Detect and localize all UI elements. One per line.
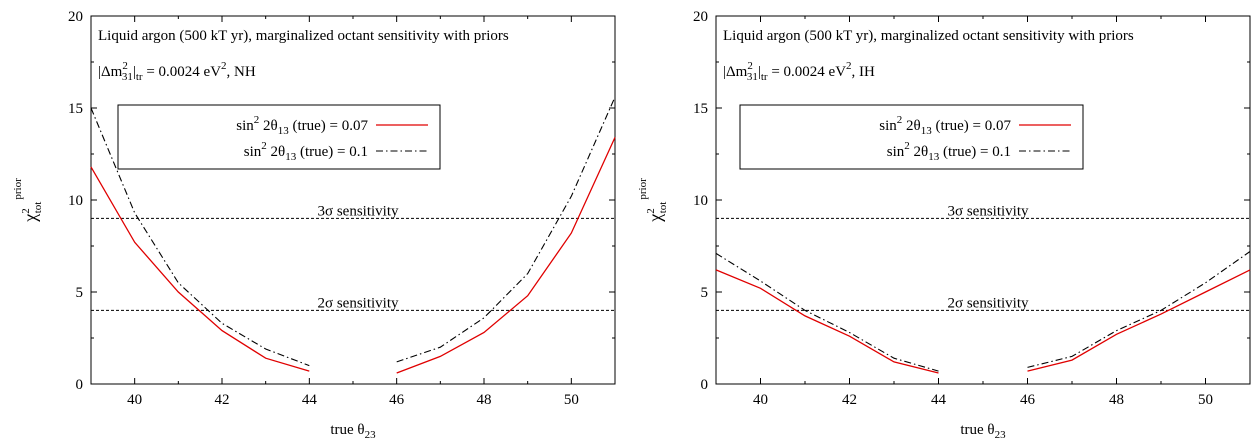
x-axis-label: true θ23 [960, 422, 1006, 441]
x-tick-label: 40 [753, 392, 768, 408]
y-tick-label: 5 [76, 285, 84, 301]
x-tick-label: 42 [215, 392, 230, 408]
x-tick-label: 46 [389, 392, 405, 408]
x-tick-label: 50 [564, 392, 579, 408]
x-axis-label: true θ23 [330, 422, 376, 441]
x-tick-label: 42 [842, 392, 857, 408]
series-line-1-segment-2 [396, 137, 616, 374]
series-line-2-segment-2 [1027, 251, 1251, 368]
chart-panel-right: 40 42 44 46 48 50 0 5 10 15 20 true θ23 χ2totprior Li… [637, 9, 1251, 441]
series-line-1-segment-1 [90, 166, 310, 372]
chart-panel-left: 40 42 44 46 48 50 0 5 10 15 20 true θ23 χ2totprior Li… [12, 9, 616, 441]
y-tick-label: 20 [68, 9, 83, 25]
y-tick-label: 10 [693, 193, 708, 209]
series-line-2-segment-1 [715, 252, 939, 372]
legend-label: sin2 2θ13 (true) = 0.1 [244, 140, 368, 163]
x-tick-label: 44 [302, 392, 318, 408]
legend-box [739, 104, 1084, 170]
legend-label: sin2 2θ13 (true) = 0.1 [887, 140, 1011, 163]
series-line-1-segment-2 [1027, 269, 1251, 372]
threshold-label: 2σ sensitivity [947, 295, 1029, 311]
y-tick-label: 15 [68, 101, 83, 117]
y-axis-label: χ2totprior [637, 178, 669, 223]
x-tick-label: 40 [127, 392, 142, 408]
legend-label: sin2 2θ13 (true) = 0.07 [879, 114, 1011, 137]
x-tick-label: 46 [1020, 392, 1036, 408]
legend-box [117, 104, 441, 170]
threshold-label: 3σ sensitivity [317, 203, 399, 219]
y-tick-label: 0 [76, 377, 84, 393]
legend: sin2 2θ13 (true) = 0.07 sin2 2θ13 (true) … [739, 104, 1084, 170]
series-line-2-segment-2 [396, 96, 616, 363]
y-tick-label: 15 [693, 101, 708, 117]
legend-label: sin2 2θ13 (true) = 0.07 [236, 114, 368, 137]
threshold-label: 2σ sensitivity [317, 295, 399, 311]
y-tick-label: 0 [701, 377, 709, 393]
annotation-main: Liquid argon (500 kT yr), marginalized o… [723, 28, 1134, 44]
y-axis-label: χ2totprior [12, 178, 44, 223]
y-tick-label: 5 [701, 285, 709, 301]
annotation-param: |Δm2 31|tr = 0.0024 eV2, NH [98, 60, 256, 83]
series-line-1-segment-1 [715, 269, 939, 374]
x-tick-label: 44 [931, 392, 947, 408]
y-tick-label: 20 [693, 9, 708, 25]
legend: sin2 2θ13 (true) = 0.07 sin2 2θ13 (true) … [117, 104, 441, 170]
threshold-label: 3σ sensitivity [947, 203, 1029, 219]
x-tick-label: 48 [477, 392, 492, 408]
annotation-param: |Δm2 31|tr = 0.0024 eV2, IH [723, 60, 875, 83]
y-tick-label: 10 [68, 193, 83, 209]
x-tick-label: 50 [1198, 392, 1213, 408]
annotation-main: Liquid argon (500 kT yr), marginalized o… [98, 28, 509, 44]
x-tick-label: 48 [1109, 392, 1124, 408]
